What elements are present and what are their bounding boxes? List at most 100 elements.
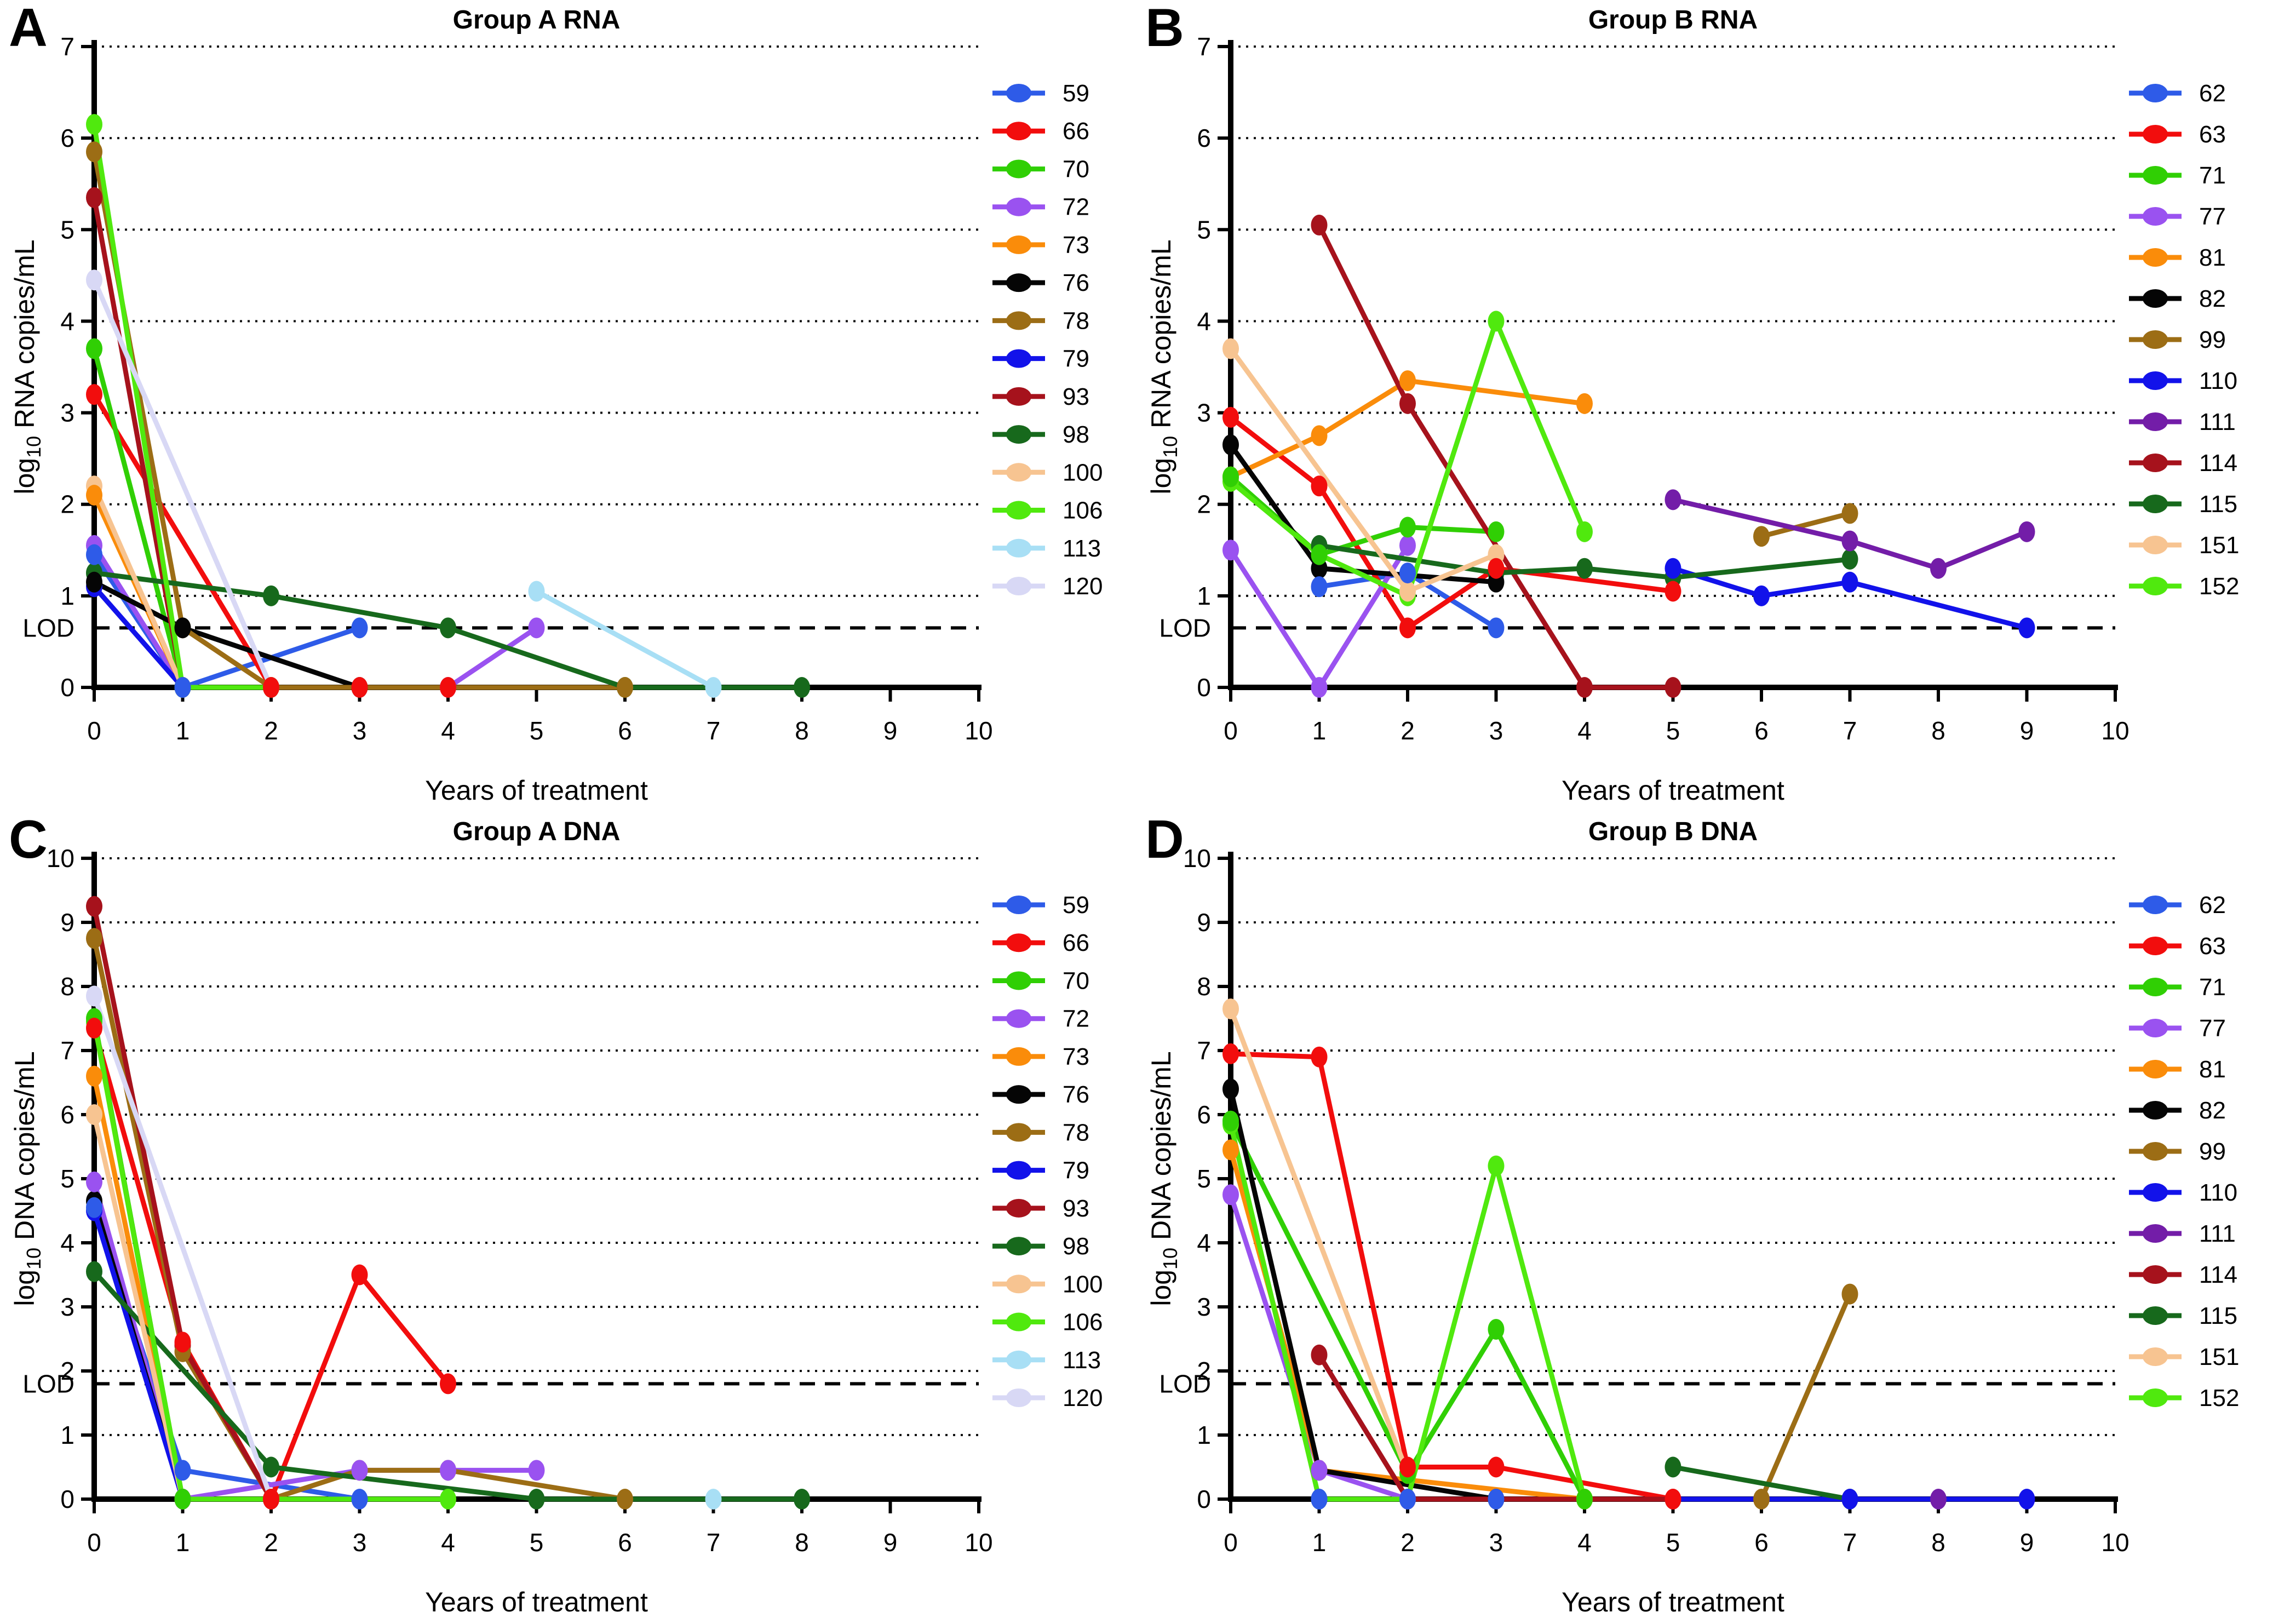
legend-marker-icon-99 — [2143, 330, 2168, 349]
legend-marker-icon-82 — [2143, 1101, 2168, 1120]
series-line-106 — [91, 124, 271, 690]
panel-b-cell: B 0 1 2 3 4 5 6 7 LOD 0 1 2 3 4 5 6 7 8 9 10 Group B RNA Year… — [1136, 0, 2273, 812]
legend-label-93: 93 — [1063, 1195, 1089, 1222]
legend-marker-icon-106 — [1006, 501, 1031, 520]
y-tick-label: 7 — [60, 32, 74, 61]
series-line-81 — [1230, 378, 1585, 479]
legend-marker-icon-70 — [1006, 159, 1031, 179]
series-line-151 — [1228, 1008, 1410, 1474]
data-point-98 — [440, 617, 456, 639]
data-point-115 — [1576, 558, 1593, 579]
x-tick-label: 5 — [530, 1528, 544, 1557]
legend-marker-icon-115 — [2143, 495, 2168, 513]
legend-label-73: 73 — [1063, 1043, 1089, 1070]
x-tick-label: 4 — [441, 716, 455, 745]
legend-label-115: 115 — [2199, 491, 2237, 518]
series-line-106 — [91, 1021, 448, 1502]
x-tick-label: 5 — [1666, 716, 1680, 745]
data-point-78 — [617, 677, 633, 698]
legend-label-151: 151 — [2199, 1344, 2239, 1370]
legend-label-93: 93 — [1063, 383, 1089, 410]
data-point-71 — [1399, 517, 1416, 538]
y-tick-label: 3 — [1197, 399, 1211, 427]
y-tick-label: 5 — [60, 1164, 74, 1193]
legend-label-151: 151 — [2199, 532, 2239, 559]
data-point-72 — [351, 1460, 368, 1481]
x-tick-label: 7 — [707, 1528, 721, 1557]
x-tick-label: 0 — [1224, 716, 1238, 745]
legend-label-72: 72 — [1063, 194, 1089, 221]
y-axis-label: log10 DNA copies/mL — [1146, 1051, 1181, 1306]
legend-marker-icon-77 — [2143, 1019, 2168, 1037]
y-tick-label: 4 — [1197, 1229, 1211, 1257]
legend-label-98: 98 — [1063, 421, 1089, 448]
data-point-111 — [1930, 1489, 1947, 1510]
data-point-99 — [1753, 526, 1770, 547]
x-tick-label: 6 — [618, 1528, 632, 1557]
data-point-71 — [1488, 521, 1505, 542]
legend-label-114: 114 — [2199, 450, 2237, 477]
x-tick-label: 1 — [1312, 1528, 1327, 1557]
legend-label-63: 63 — [2199, 121, 2226, 148]
data-point-111 — [1930, 558, 1947, 579]
x-tick-label: 1 — [176, 716, 190, 745]
data-point-62 — [1399, 1489, 1416, 1510]
data-point-98 — [263, 1456, 279, 1478]
series-line-110 — [1672, 566, 2028, 630]
data-point-114 — [1576, 677, 1593, 698]
data-point-110 — [1841, 1489, 1858, 1510]
chart-title: Group A DNA — [453, 817, 621, 846]
series-line-98 — [92, 1270, 802, 1502]
legend-marker-icon-72 — [1006, 1009, 1031, 1028]
x-axis-label: Years of treatment — [425, 775, 648, 806]
legend-marker-icon-63 — [2143, 125, 2168, 144]
data-point-59 — [351, 617, 368, 639]
data-point-152 — [1576, 521, 1593, 542]
y-tick-label: 9 — [60, 908, 74, 937]
data-point-77 — [1311, 1460, 1328, 1481]
data-point-81 — [1399, 370, 1416, 392]
y-tick-label: 1 — [60, 1421, 74, 1449]
legend-marker-icon-120 — [1006, 577, 1031, 595]
x-tick-label: 10 — [2101, 1528, 2129, 1557]
legend-marker-icon-113 — [1006, 1350, 1031, 1369]
data-point-66 — [263, 1489, 279, 1510]
legend-marker-icon-73 — [1006, 1047, 1031, 1066]
data-point-120 — [86, 269, 102, 291]
x-tick-label: 8 — [795, 716, 809, 745]
y-tick-label: 1 — [1197, 582, 1211, 610]
data-point-63 — [1222, 1043, 1239, 1064]
legend-label-76: 76 — [1063, 269, 1089, 296]
legend-label-82: 82 — [2199, 1097, 2226, 1124]
y-axis-label: log10 RNA copies/mL — [9, 239, 45, 494]
legend-label-59: 59 — [1063, 892, 1089, 919]
legend-label-152: 152 — [2199, 573, 2239, 600]
data-point-110 — [1753, 585, 1770, 606]
data-point-59 — [86, 544, 102, 565]
data-point-63 — [1488, 558, 1505, 579]
x-tick-label: 0 — [1224, 1528, 1238, 1557]
y-tick-label: 6 — [60, 1100, 74, 1129]
data-point-66 — [86, 1018, 102, 1039]
x-tick-label: 8 — [1931, 716, 1945, 745]
legend-marker-icon-76 — [1006, 273, 1031, 292]
x-tick-label: 6 — [1754, 1528, 1769, 1557]
legend-label-78: 78 — [1063, 307, 1089, 334]
legend-label-99: 99 — [2199, 1138, 2226, 1165]
legend-marker-icon-111 — [2143, 1224, 2168, 1243]
data-point-113 — [528, 581, 545, 602]
legend-label-110: 110 — [2199, 368, 2237, 394]
x-tick-label: 6 — [618, 716, 632, 745]
legend-marker-icon-152 — [2143, 577, 2168, 595]
legend-marker-icon-62 — [2143, 84, 2168, 102]
data-point-98 — [86, 1261, 102, 1282]
data-point-71 — [1222, 466, 1239, 487]
panel-d-cell: D 0 1 2 3 4 5 6 7 8 9 10 LOD 0 1 2 3 4 5 6 7 8 9 10 Group B DNA… — [1136, 809, 2273, 1623]
legend-label-111: 111 — [2199, 1220, 2236, 1247]
legend-label-114: 114 — [2199, 1261, 2237, 1288]
data-point-62 — [1311, 1489, 1328, 1510]
data-point-77 — [1222, 540, 1239, 561]
data-point-114 — [1664, 677, 1681, 698]
